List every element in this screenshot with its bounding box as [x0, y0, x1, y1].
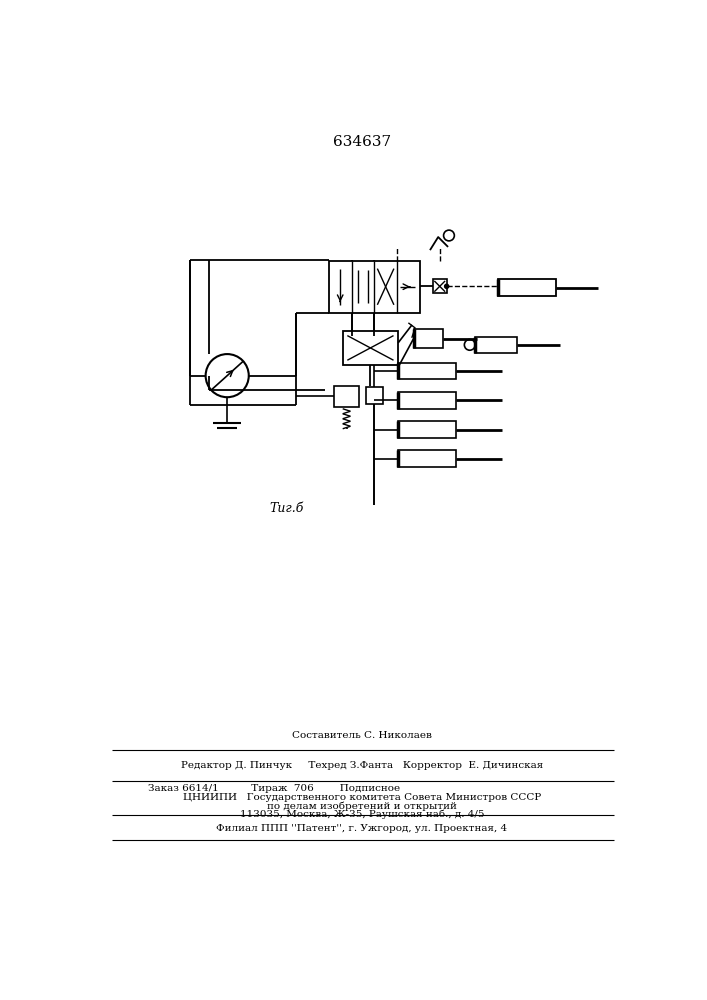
Text: 634637: 634637 — [333, 135, 391, 149]
Bar — [433, 279, 447, 293]
Bar — [498, 279, 556, 296]
Bar — [329, 261, 420, 312]
Text: Редактор Д. Пинчук     Техред З.Фанта   Корректор  Е. Дичинская: Редактор Д. Пинчук Техред З.Фанта Коррек… — [181, 761, 543, 770]
Text: Τиг.б: Τиг.б — [269, 502, 304, 515]
Circle shape — [445, 284, 448, 288]
Text: Составитель С. Николаев: Составитель С. Николаев — [292, 732, 432, 740]
Bar — [475, 337, 518, 353]
Text: по делам изобретений и открытий: по делам изобретений и открытий — [267, 801, 457, 811]
Bar — [366, 387, 382, 404]
Bar — [334, 386, 359, 407]
Bar — [398, 363, 456, 379]
Text: ЦНИИПИ   Государственного комитета Совета Министров СССР: ЦНИИПИ Государственного комитета Совета … — [183, 793, 541, 802]
Bar — [414, 329, 443, 348]
Bar — [398, 421, 456, 438]
Text: Заказ 6614/1          Тираж  706        Подписное: Заказ 6614/1 Тираж 706 Подписное — [148, 784, 400, 793]
Bar — [343, 331, 398, 365]
Bar — [398, 392, 456, 409]
Text: 113035, Москва, Ж-35, Раушская наб., д. 4/5: 113035, Москва, Ж-35, Раушская наб., д. … — [240, 810, 484, 819]
Text: Филиал ППП ''Патент'', г. Ужгород, ул. Проектная, 4: Филиал ППП ''Патент'', г. Ужгород, ул. П… — [216, 824, 508, 833]
Bar — [398, 450, 456, 467]
